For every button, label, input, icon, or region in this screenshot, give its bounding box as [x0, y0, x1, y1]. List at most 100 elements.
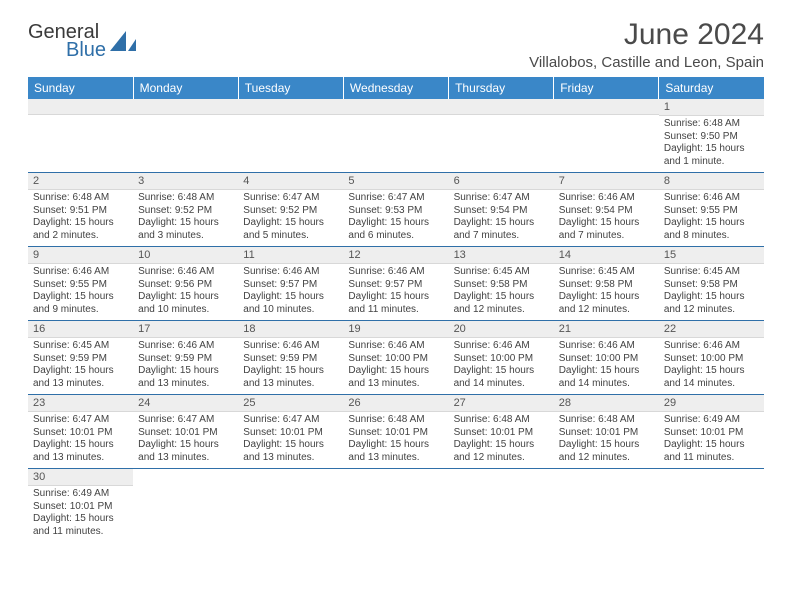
- daylight-line2: and 6 minutes.: [348, 230, 443, 243]
- sunrise-line: Sunrise: 6:48 AM: [348, 414, 443, 427]
- daylight-line2: and 11 minutes.: [664, 452, 759, 465]
- day-cell: 10Sunrise: 6:46 AMSunset: 9:56 PMDayligh…: [133, 247, 238, 321]
- daylight-line2: and 2 minutes.: [33, 230, 128, 243]
- daynum: 14: [554, 247, 659, 264]
- daynum: 10: [133, 247, 238, 264]
- sunset-line: Sunset: 9:54 PM: [559, 205, 654, 218]
- daynum: 19: [343, 321, 448, 338]
- month-title: June 2024: [529, 18, 764, 52]
- daynum: 15: [659, 247, 764, 264]
- week-row: 30Sunrise: 6:49 AMSunset: 10:01 PMDaylig…: [28, 469, 764, 543]
- day-cell: 28Sunrise: 6:48 AMSunset: 10:01 PMDaylig…: [554, 395, 659, 469]
- daylight-line2: and 13 minutes.: [348, 452, 443, 465]
- sunrise-line: Sunrise: 6:46 AM: [33, 266, 128, 279]
- cell-body: Sunrise: 6:45 AMSunset: 9:58 PMDaylight:…: [554, 264, 659, 320]
- sunrise-line: Sunrise: 6:46 AM: [664, 340, 759, 353]
- daylight-line2: and 3 minutes.: [138, 230, 233, 243]
- cell-body: Sunrise: 6:49 AMSunset: 10:01 PMDaylight…: [659, 412, 764, 468]
- daynum: 28: [554, 395, 659, 412]
- daylight-line2: and 5 minutes.: [243, 230, 338, 243]
- week-row: 23Sunrise: 6:47 AMSunset: 10:01 PMDaylig…: [28, 395, 764, 469]
- daynum: 22: [659, 321, 764, 338]
- daylight-line1: Daylight: 15 hours: [559, 291, 654, 304]
- cell-body: Sunrise: 6:46 AMSunset: 10:00 PMDaylight…: [659, 338, 764, 394]
- daylight-line2: and 13 minutes.: [138, 378, 233, 391]
- sunrise-line: Sunrise: 6:45 AM: [559, 266, 654, 279]
- daylight-line2: and 9 minutes.: [33, 304, 128, 317]
- day-cell: 29Sunrise: 6:49 AMSunset: 10:01 PMDaylig…: [659, 395, 764, 469]
- day-cell: 24Sunrise: 6:47 AMSunset: 10:01 PMDaylig…: [133, 395, 238, 469]
- calendar-page: General Blue June 2024 Villalobos, Casti…: [0, 0, 792, 542]
- week-row: 16Sunrise: 6:45 AMSunset: 9:59 PMDayligh…: [28, 321, 764, 395]
- logo-text: General Blue: [28, 22, 106, 60]
- sunset-line: Sunset: 9:59 PM: [243, 353, 338, 366]
- sunset-line: Sunset: 10:01 PM: [243, 427, 338, 440]
- daylight-line1: Daylight: 15 hours: [664, 291, 759, 304]
- daynum: 6: [449, 173, 554, 190]
- daylight-line1: Daylight: 15 hours: [138, 365, 233, 378]
- daylight-line2: and 13 minutes.: [243, 378, 338, 391]
- day-cell: 14Sunrise: 6:45 AMSunset: 9:58 PMDayligh…: [554, 247, 659, 321]
- daylight-line2: and 12 minutes.: [454, 452, 549, 465]
- cell-body: Sunrise: 6:48 AMSunset: 10:01 PMDaylight…: [554, 412, 659, 468]
- day-cell: [28, 99, 133, 173]
- daylight-line2: and 13 minutes.: [243, 452, 338, 465]
- daylight-line1: Daylight: 15 hours: [348, 365, 443, 378]
- daynum-bar: [238, 99, 343, 115]
- day-cell: 3Sunrise: 6:48 AMSunset: 9:52 PMDaylight…: [133, 173, 238, 247]
- daynum: 11: [238, 247, 343, 264]
- day-cell: 12Sunrise: 6:46 AMSunset: 9:57 PMDayligh…: [343, 247, 448, 321]
- dayname-tue: Tuesday: [238, 77, 343, 99]
- day-cell: 11Sunrise: 6:46 AMSunset: 9:57 PMDayligh…: [238, 247, 343, 321]
- day-cell: 15Sunrise: 6:45 AMSunset: 9:58 PMDayligh…: [659, 247, 764, 321]
- daynum-bar: [554, 99, 659, 115]
- day-cell: 13Sunrise: 6:45 AMSunset: 9:58 PMDayligh…: [449, 247, 554, 321]
- daylight-line1: Daylight: 15 hours: [454, 439, 549, 452]
- day-cell: 26Sunrise: 6:48 AMSunset: 10:01 PMDaylig…: [343, 395, 448, 469]
- sunrise-line: Sunrise: 6:47 AM: [33, 414, 128, 427]
- sunset-line: Sunset: 10:00 PM: [559, 353, 654, 366]
- sunset-line: Sunset: 9:51 PM: [33, 205, 128, 218]
- sunrise-line: Sunrise: 6:46 AM: [138, 340, 233, 353]
- sunset-line: Sunset: 10:01 PM: [33, 501, 128, 514]
- sunrise-line: Sunrise: 6:47 AM: [138, 414, 233, 427]
- day-cell: [238, 469, 343, 543]
- dayname-fri: Friday: [554, 77, 659, 99]
- daylight-line1: Daylight: 15 hours: [33, 513, 128, 526]
- sunset-line: Sunset: 9:54 PM: [454, 205, 549, 218]
- day-cell: 19Sunrise: 6:46 AMSunset: 10:00 PMDaylig…: [343, 321, 448, 395]
- sunrise-line: Sunrise: 6:46 AM: [243, 340, 338, 353]
- daynum: 12: [343, 247, 448, 264]
- daylight-line2: and 8 minutes.: [664, 230, 759, 243]
- daylight-line1: Daylight: 15 hours: [664, 217, 759, 230]
- daynum: 16: [28, 321, 133, 338]
- daylight-line1: Daylight: 15 hours: [33, 365, 128, 378]
- calendar-table: Sunday Monday Tuesday Wednesday Thursday…: [28, 77, 764, 542]
- daynum: 8: [659, 173, 764, 190]
- sunrise-line: Sunrise: 6:47 AM: [243, 414, 338, 427]
- daylight-line1: Daylight: 15 hours: [33, 291, 128, 304]
- sunset-line: Sunset: 9:52 PM: [243, 205, 338, 218]
- day-cell: [449, 469, 554, 543]
- daylight-line1: Daylight: 15 hours: [33, 439, 128, 452]
- sunset-line: Sunset: 9:59 PM: [33, 353, 128, 366]
- daynum-bar: [343, 99, 448, 115]
- daylight-line1: Daylight: 15 hours: [454, 291, 549, 304]
- sunset-line: Sunset: 9:57 PM: [348, 279, 443, 292]
- day-cell: 8Sunrise: 6:46 AMSunset: 9:55 PMDaylight…: [659, 173, 764, 247]
- cell-body: [343, 115, 448, 163]
- daynum: 25: [238, 395, 343, 412]
- cell-body: Sunrise: 6:46 AMSunset: 10:00 PMDaylight…: [343, 338, 448, 394]
- cell-body: Sunrise: 6:46 AMSunset: 10:00 PMDaylight…: [449, 338, 554, 394]
- day-cell: 6Sunrise: 6:47 AMSunset: 9:54 PMDaylight…: [449, 173, 554, 247]
- daylight-line1: Daylight: 15 hours: [559, 217, 654, 230]
- cell-body: Sunrise: 6:46 AMSunset: 9:59 PMDaylight:…: [238, 338, 343, 394]
- sunset-line: Sunset: 10:00 PM: [454, 353, 549, 366]
- daylight-line2: and 12 minutes.: [559, 304, 654, 317]
- daynum: 23: [28, 395, 133, 412]
- daylight-line1: Daylight: 15 hours: [138, 291, 233, 304]
- logo: General Blue: [28, 22, 136, 60]
- day-cell: 20Sunrise: 6:46 AMSunset: 10:00 PMDaylig…: [449, 321, 554, 395]
- daylight-line2: and 13 minutes.: [33, 452, 128, 465]
- daylight-line2: and 12 minutes.: [664, 304, 759, 317]
